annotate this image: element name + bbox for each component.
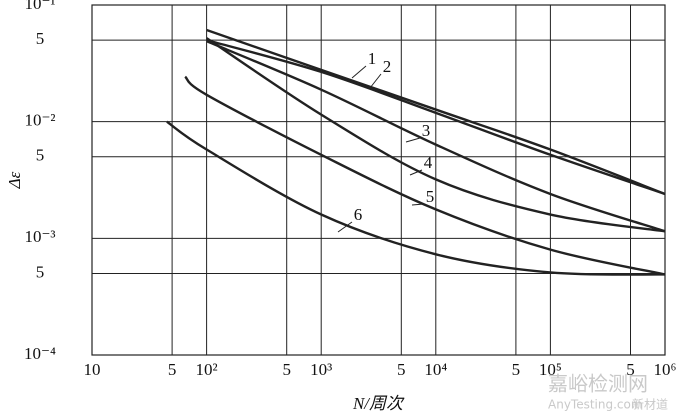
label-leader [351,65,367,79]
data-line [205,37,666,233]
y-tick-label: 10⁻⁴ [24,344,56,363]
series-label: 1 [368,49,377,68]
x-tick-label: 10⁶ [654,360,677,379]
label-leader [369,73,382,89]
data-line [184,75,666,276]
series-label: 3 [422,121,431,140]
x-tick-label: 5 [168,360,177,379]
watermark: 新材道 [632,397,668,412]
data-line [206,38,666,196]
y-tick-label: 10⁻³ [24,227,55,246]
label-leader [337,221,353,233]
series-label: 5 [426,187,435,206]
y-tick-label: 5 [36,262,45,281]
x-tick-label: 10⁵ [539,360,562,379]
series-label: 2 [383,57,392,76]
label-leader [409,169,423,176]
x-tick-label: 5 [626,360,635,379]
watermark: AnyTesting.com [548,398,643,412]
y-axis-label: Δε [5,171,24,189]
label-leader [411,203,425,206]
x-tick-label: 5 [282,360,291,379]
x-tick-label: 10⁴ [424,360,447,379]
y-tick-label: 5 [36,29,45,48]
x-tick-label: 10 [84,360,101,379]
y-tick-label: 10⁻¹ [24,0,55,13]
x-tick-label: 10³ [310,360,332,379]
x-tick-label: 5 [397,360,406,379]
plot-frame [91,4,666,356]
x-tick-label: 10² [196,360,218,379]
series-label: 4 [424,153,433,172]
y-tick-label: 5 [36,146,45,165]
data-line [206,28,666,196]
data-line [206,40,666,233]
watermark: 嘉峪检测网 [548,372,648,396]
x-tick-label: 5 [512,360,521,379]
series-label: 6 [354,205,363,224]
label-leader [405,137,421,143]
data-line [166,120,666,276]
x-axis-label: N/周次 [352,394,405,413]
y-tick-label: 10⁻² [24,111,55,130]
